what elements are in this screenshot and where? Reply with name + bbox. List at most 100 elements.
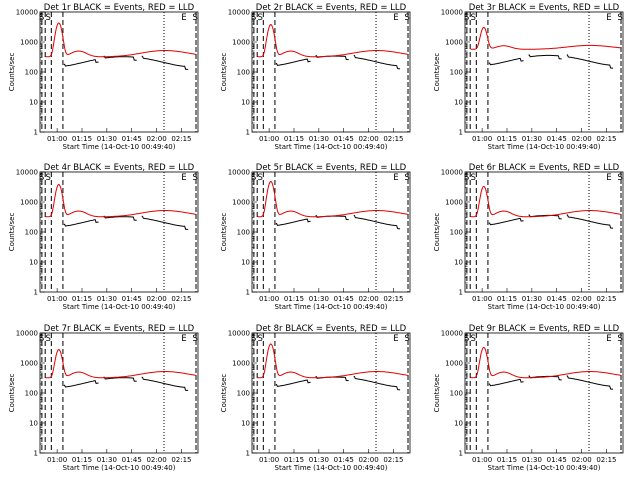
y-tick-label: 100 [237, 229, 250, 237]
y-tick-label: 1 [246, 289, 250, 297]
y-tick-label: 1000 [20, 360, 38, 368]
x-axis-label: Start Time (14-Oct-10 00:49:40) [275, 143, 388, 151]
interval-marker-label: S [39, 13, 44, 23]
x-tick-label: 01:30 [97, 135, 117, 143]
y-tick-label: 10 [454, 99, 463, 107]
interval-marker-label: S [257, 13, 262, 23]
x-tick-label: 02:00 [146, 135, 166, 143]
x-tick-label: 01:30 [522, 456, 542, 464]
interval-marker-label: S [470, 334, 475, 344]
y-axis-label: Counts/sec [8, 374, 16, 413]
series-lld-line [45, 22, 197, 58]
interval-marker-label: S [257, 173, 262, 183]
x-tick-label: 01:30 [522, 135, 542, 143]
interval-marker-label: S [192, 173, 197, 183]
interval-marker-label: S [251, 334, 256, 344]
y-tick-label: 1 [459, 289, 463, 297]
plot-frame [464, 171, 624, 293]
y-axis-label: Counts/sec [8, 53, 16, 92]
x-tick-label: 01:00 [47, 295, 67, 303]
x-tick-label: 01:15 [72, 135, 92, 143]
y-tick-label: 100 [237, 390, 250, 398]
series-events-line [103, 376, 137, 382]
interval-marker-label: S [404, 173, 409, 183]
series-events-line [63, 59, 99, 67]
series-lld-line [257, 180, 409, 218]
detector-panel-5: Det 5r BLACK = Events, RED = LLD 1 10 100 10… [220, 163, 411, 311]
x-tick-label: 01:00 [259, 135, 279, 143]
interval-marker-label: S [617, 173, 622, 183]
interval-marker-label: S [39, 173, 44, 183]
y-tick-label: 1000 [232, 39, 250, 47]
series-lld-line [470, 185, 622, 218]
panel-title: Det 9r BLACK = Events, RED = LLD [469, 324, 620, 334]
y-tick-label: 1000 [445, 199, 463, 207]
series-events-line [103, 215, 137, 221]
panel-title: Det 6r BLACK = Events, RED = LLD [469, 163, 620, 173]
interval-marker-label: E [393, 13, 398, 23]
x-tick-label: 02:00 [358, 295, 378, 303]
x-tick-label: 01:30 [309, 135, 329, 143]
series-events-line [141, 55, 189, 70]
x-tick-label: 01:00 [472, 135, 492, 143]
interval-marker-label: S [470, 13, 475, 23]
interval-marker-label: S [404, 13, 409, 23]
x-tick-label: 02:15 [596, 295, 616, 303]
detector-panel-7: Det 7r BLACK = Events, RED = LLD 1 10 100 10… [8, 324, 199, 472]
interval-marker-label: S [404, 334, 409, 344]
y-tick-label: 1 [246, 450, 250, 458]
y-tick-label: 10000 [228, 169, 250, 177]
y-tick-label: 10000 [441, 330, 463, 338]
x-tick-label: 01:15 [72, 456, 92, 464]
x-tick-label: 02:15 [596, 135, 616, 143]
x-tick-label: 02:15 [383, 135, 403, 143]
interval-marker-label: E [393, 334, 398, 344]
x-tick-label: 01:30 [309, 456, 329, 464]
x-tick-label: 02:00 [146, 295, 166, 303]
y-tick-label: 10000 [228, 9, 250, 17]
detector-panel-1: Det 1r BLACK = Events, RED = LLD 1 10 100 10… [8, 3, 199, 151]
plot-frame [464, 11, 624, 133]
series-events-line [63, 380, 99, 388]
series-lld-line [257, 23, 409, 58]
y-tick-label: 1000 [445, 360, 463, 368]
y-tick-label: 10 [29, 420, 38, 428]
series-events-line [275, 58, 311, 66]
interval-marker-label: S [251, 173, 256, 183]
y-tick-label: 1 [34, 289, 38, 297]
y-tick-label: 1000 [232, 360, 250, 368]
y-tick-label: 100 [450, 229, 463, 237]
y-tick-label: 10 [454, 259, 463, 267]
x-axis-label: Start Time (14-Oct-10 00:49:40) [63, 464, 176, 472]
interval-marker-label: S [464, 334, 469, 344]
detector-panel-6: Det 6r BLACK = Events, RED = LLD 1 10 100 10… [433, 163, 624, 311]
plot-frame [251, 11, 411, 133]
panel-title: Det 7r BLACK = Events, RED = LLD [44, 324, 195, 334]
y-tick-label: 100 [450, 69, 463, 77]
x-tick-label: 01:15 [497, 135, 517, 143]
series-events-line [488, 57, 524, 66]
x-axis-label: Start Time (14-Oct-10 00:49:40) [488, 464, 601, 472]
y-tick-label: 10 [241, 259, 250, 267]
y-axis-label: Counts/sec [8, 213, 16, 252]
series-events-line [353, 376, 401, 391]
x-tick-label: 01:45 [547, 456, 567, 464]
series-events-line [528, 54, 562, 60]
plot-frame [39, 332, 199, 454]
interval-marker-label: E [393, 173, 398, 183]
interval-marker-label: S [470, 173, 475, 183]
x-tick-label: 01:45 [547, 135, 567, 143]
x-tick-label: 01:30 [97, 295, 117, 303]
x-tick-label: 01:30 [522, 295, 542, 303]
x-tick-label: 01:15 [284, 135, 304, 143]
series-events-line [275, 379, 311, 387]
series-lld-line [45, 348, 197, 379]
y-axis-label: Counts/sec [220, 213, 228, 252]
interval-marker-label: S [45, 334, 50, 344]
detector-panel-9: Det 9r BLACK = Events, RED = LLD 1 10 100 10… [433, 324, 624, 472]
y-axis-label: Counts/sec [220, 374, 228, 413]
series-lld-line [257, 343, 409, 379]
y-tick-label: 100 [25, 229, 38, 237]
plot-frame [251, 332, 411, 454]
